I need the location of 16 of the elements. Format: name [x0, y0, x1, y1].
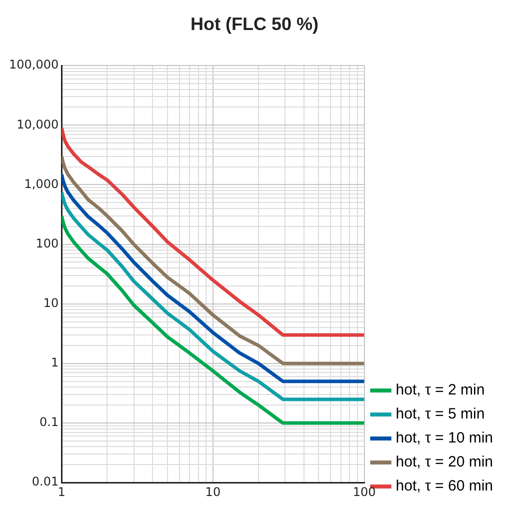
y-tick-label: 1,000 [24, 176, 59, 191]
legend-label: hot, τ = 10 min [396, 430, 494, 447]
y-tick-label: 10 [43, 296, 59, 310]
y-tick-label: 100 [36, 236, 59, 250]
chart-title: Hot (FLC 50 %) [190, 14, 318, 34]
y-tick-label: 0.01 [32, 474, 59, 489]
x-tick-label: 10 [205, 484, 221, 499]
y-tick-label: 100,000 [9, 58, 59, 72]
y-tick-label: 10,000 [16, 117, 59, 132]
legend-label: hot, τ = 2 min [396, 382, 485, 399]
y-tick-label: 1 [50, 356, 59, 370]
legend-label: hot, τ = 20 min [396, 454, 494, 471]
x-tick-label: 100 [352, 484, 376, 499]
legend-label: hot, τ = 5 min [396, 406, 485, 423]
legend-label: hot, τ = 60 min [396, 478, 494, 495]
y-tick-label: 0.1 [40, 415, 59, 430]
